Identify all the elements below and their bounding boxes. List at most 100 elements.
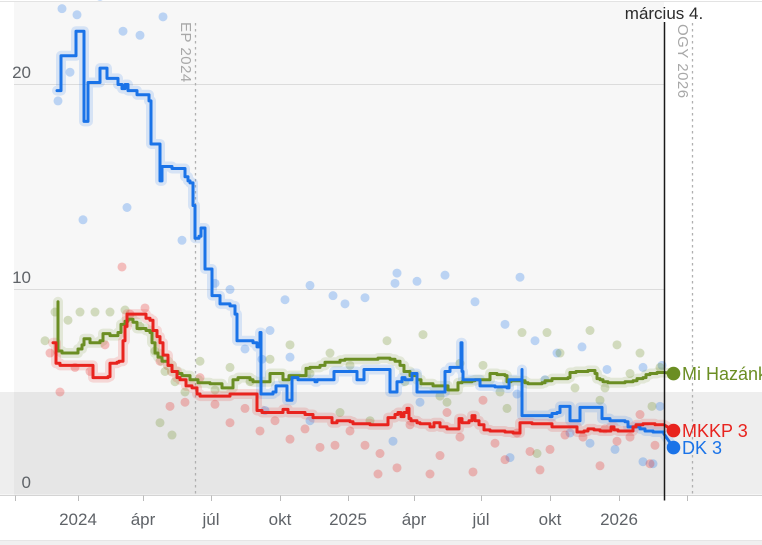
legend-label-mi-hazank: Mi Hazánk bbox=[682, 363, 762, 384]
bottom-strip bbox=[0, 540, 762, 545]
poll-dot-mi-hazank bbox=[600, 383, 610, 393]
poll-dot-mi-hazank bbox=[105, 307, 115, 317]
poll-dot-mi-hazank bbox=[442, 397, 452, 407]
poll-dot-mi-hazank bbox=[210, 385, 220, 395]
poll-dot-mkkp bbox=[468, 467, 478, 477]
poll-dot-dk bbox=[610, 444, 620, 454]
poll-dot-dk bbox=[390, 278, 400, 288]
poll-dot-dk bbox=[340, 299, 350, 309]
poll-dot-mkkp bbox=[300, 424, 310, 434]
poll-dot-mkkp bbox=[392, 463, 402, 473]
poll-dot-mkkp bbox=[560, 430, 570, 440]
poll-dot-mi-hazank bbox=[555, 348, 565, 358]
poll-dot-dk bbox=[602, 364, 612, 374]
poll-dot-mi-hazank bbox=[160, 367, 170, 376]
poll-dot-mi-hazank bbox=[195, 356, 205, 366]
poll-dot-dk bbox=[53, 96, 63, 106]
poll-dot-mi-hazank bbox=[265, 354, 275, 364]
x-axis-label-jul25: júl bbox=[472, 510, 490, 529]
poll-dot-mi-hazank bbox=[325, 348, 335, 358]
poll-dot-mi-hazank bbox=[517, 328, 527, 338]
poll-dot-dk bbox=[412, 276, 422, 286]
legend-label-mkkp: MKKP 3 bbox=[682, 420, 748, 441]
y-axis-label-0: 0 bbox=[21, 473, 31, 492]
poll-dot-mi-hazank bbox=[502, 403, 512, 413]
poll-dot-dk bbox=[78, 215, 88, 225]
poll-dot-mkkp bbox=[478, 395, 488, 405]
x-axis-label-okt24: okt bbox=[268, 510, 292, 529]
poll-dot-mi-hazank bbox=[335, 408, 345, 417]
poll-dot-mi-hazank bbox=[180, 387, 190, 397]
poll-dot-mi-hazank bbox=[63, 315, 73, 325]
poll-dot-dk bbox=[135, 30, 145, 40]
legend-dot-dk bbox=[666, 440, 681, 455]
poll-dot-mkkp bbox=[240, 403, 250, 413]
poll-dot-dk bbox=[158, 12, 168, 22]
poll-dot-mi-hazank bbox=[285, 340, 295, 350]
x-axis-label-apr24: ápr bbox=[130, 510, 156, 529]
poll-dot-mi-hazank bbox=[435, 391, 445, 401]
poll-dot-mkkp bbox=[612, 436, 622, 446]
poll-dot-mi-hazank bbox=[40, 336, 50, 346]
poll-dot-dk bbox=[65, 67, 75, 77]
poll-dot-mkkp bbox=[525, 446, 535, 456]
poll-dot-mkkp bbox=[345, 426, 355, 436]
poll-dot-dk bbox=[225, 285, 235, 294]
poll-dot-dk bbox=[552, 348, 562, 358]
poll-dot-mkkp bbox=[650, 440, 660, 450]
poll-dot-mkkp bbox=[315, 442, 325, 452]
poll-dot-mkkp bbox=[285, 434, 295, 444]
poll-dot-mkkp bbox=[140, 303, 150, 313]
x-axis-label-okt25: okt bbox=[538, 510, 562, 529]
poll-dot-mkkp bbox=[100, 340, 110, 350]
poll-dot-dk bbox=[565, 428, 575, 438]
poll-dot-dk bbox=[648, 459, 658, 469]
poll-dot-dk bbox=[285, 352, 295, 362]
poll-dot-mi-hazank bbox=[625, 369, 635, 379]
poll-dot-mi-hazank bbox=[305, 369, 315, 379]
x-axis-label-2024: 2024 bbox=[59, 510, 97, 529]
poll-dot-mi-hazank bbox=[382, 336, 392, 346]
poll-dot-dk bbox=[505, 453, 515, 463]
poll-dot-mkkp bbox=[375, 449, 385, 458]
poll-dot-dk bbox=[280, 295, 290, 305]
poll-dot-mkkp bbox=[500, 455, 510, 465]
poll-dot-mi-hazank bbox=[478, 360, 488, 370]
y-axis-label-20: 20 bbox=[12, 63, 31, 82]
poll-dot-mi-hazank bbox=[90, 307, 100, 317]
legend-dot-mi-hazank bbox=[666, 366, 681, 381]
poll-dot-mkkp bbox=[180, 397, 190, 407]
threshold-band bbox=[0, 392, 762, 495]
poll-dot-dk bbox=[530, 336, 540, 346]
today-annotation: március 4. bbox=[624, 4, 704, 23]
poll-dot-dk bbox=[265, 326, 275, 335]
poll-dot-dk bbox=[360, 293, 370, 303]
poll-dot-dk bbox=[638, 457, 648, 467]
poll-dot-dk bbox=[515, 272, 525, 282]
poll-dot-mi-hazank bbox=[345, 360, 355, 370]
poll-dot-mkkp bbox=[625, 432, 635, 442]
poll-dot-mkkp bbox=[360, 440, 370, 450]
poll-dot-mi-hazank bbox=[75, 307, 85, 317]
event-label-ogy-2026: OGY 2026 bbox=[674, 24, 691, 99]
poll-dot-mi-hazank bbox=[570, 383, 580, 393]
poll-dot-mi-hazank bbox=[532, 449, 542, 458]
poll-dot-mkkp bbox=[117, 262, 127, 272]
poll-dot-dk bbox=[415, 397, 425, 407]
poll-dot-mkkp bbox=[255, 426, 265, 436]
poll-dot-dk bbox=[72, 10, 82, 20]
poll-dot-dk bbox=[97, 0, 103, 1]
poll-dot-dk bbox=[177, 235, 187, 245]
poll-dot-mi-hazank bbox=[595, 395, 605, 405]
poll-dot-dk bbox=[392, 268, 402, 278]
poll-dot-dk bbox=[57, 4, 67, 14]
poll-dot-mkkp bbox=[595, 461, 605, 471]
poll-dot-mkkp bbox=[545, 444, 555, 454]
poll-dot-mkkp bbox=[635, 410, 645, 420]
poll-dot-dk bbox=[638, 362, 648, 372]
poll-dot-mkkp bbox=[442, 408, 452, 417]
poll-dot-mkkp bbox=[330, 440, 340, 450]
poll-dot-mi-hazank bbox=[612, 340, 622, 350]
poll-dot-mkkp bbox=[405, 420, 415, 430]
